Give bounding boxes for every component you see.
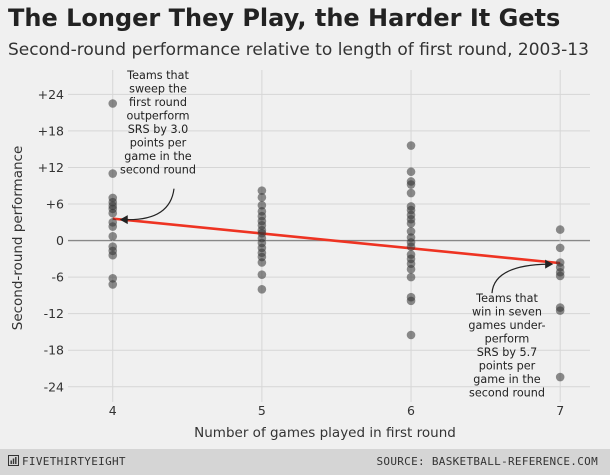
annotation-arrow [491,263,549,294]
data-point [108,274,118,283]
y-axis-label: Second-round performance [10,146,26,331]
data-point [108,250,118,260]
annotation-line: first round [129,96,187,109]
trend-line [112,217,561,265]
data-point [257,270,267,279]
brand-name: FIVETHIRTYEIGHT [22,455,126,468]
x-tick-label: 4 [109,403,117,418]
y-tick-label: +18 [38,123,64,138]
y-tick-label: -6 [52,270,65,285]
annotation-line: points per [130,137,187,150]
arrowhead [545,259,554,269]
annotation-line: points per [479,360,536,373]
data-point [108,222,118,231]
annotation-line: Teams that [475,292,538,305]
y-tick-label: +6 [46,197,64,212]
data-point [257,258,267,267]
data-point [406,242,416,251]
annotation-text: Teams that win in seven games under-perfor… [468,292,545,400]
annotation-line: games under- [468,319,545,332]
data-point [406,296,416,306]
trend-layer [112,217,561,265]
data-point [555,372,565,382]
grid-lines [68,70,590,402]
data-point [108,280,118,289]
data-point [406,180,416,189]
data-point [257,200,267,210]
data-point [108,99,118,108]
y-tick-label: 0 [56,233,64,248]
annotation-line: win in seven [472,306,542,319]
annotation-line: outperform [127,110,190,123]
y-tick-label: +12 [38,160,64,175]
data-point [555,271,565,281]
data-point [108,169,118,178]
annotation-line: game in the [124,150,192,163]
x-axis-label: Number of games played in first round [194,425,456,441]
annotation-line: second round [469,387,545,400]
data-point [406,188,416,198]
data-point [406,167,416,177]
arrowhead [119,215,128,225]
annotation-text: Teams that sweep the first round outperform… [120,69,196,177]
data-point [108,208,118,218]
data-points [108,99,565,382]
annotation-line: SRS by 5.7 [477,346,538,359]
data-point [257,186,267,195]
data-point [108,232,118,241]
scatter-chart: +24+18+12+60-6-12-18-244 5 6 7 Teams that sw… [10,69,590,441]
annotation-line: second round [120,164,196,177]
annotation-arrow [125,188,175,221]
y-tick-label: -12 [44,306,64,321]
data-point [257,193,267,202]
data-point [257,285,267,294]
data-point [406,141,416,150]
annotation-line: sweep the [129,83,187,96]
fivethirtyeight-logo-icon [8,455,19,466]
data-point [555,306,565,315]
data-point [406,219,416,228]
data-point [406,330,416,340]
y-tick-label: -24 [44,379,64,394]
chart-title: The Longer They Play, the Harder It Gets [8,4,561,32]
axis-tick-labels: +24 +18 +12 +6 0 -6 -12 -18 -24 4 5 6 7 [38,87,565,418]
footer-bar: FIVETHIRTYEIGHT SOURCE: BASKETBALL-REFER… [0,449,610,475]
brand: FIVETHIRTYEIGHT [8,455,126,468]
x-tick-label: 7 [556,403,564,418]
annotation-line: perform [485,333,530,346]
chart-subtitle: Second-round performance relative to len… [8,40,589,60]
x-tick-label: 6 [407,403,415,418]
y-tick-label: +24 [38,87,64,102]
annotation-line: Teams that [126,69,189,82]
data-point [406,264,416,274]
data-point [555,225,565,234]
annotation-line: SRS by 3.0 [128,123,189,136]
annotations: Teams that sweep the first round outperform… [119,69,554,400]
data-point [406,227,416,236]
x-tick-label: 5 [258,403,266,418]
source-note: SOURCE: BASKETBALL-REFERENCE.COM [376,455,598,468]
y-tick-label: -18 [44,343,64,358]
data-point [555,243,565,253]
data-point [406,272,416,282]
annotation-line: game in the [473,373,541,386]
